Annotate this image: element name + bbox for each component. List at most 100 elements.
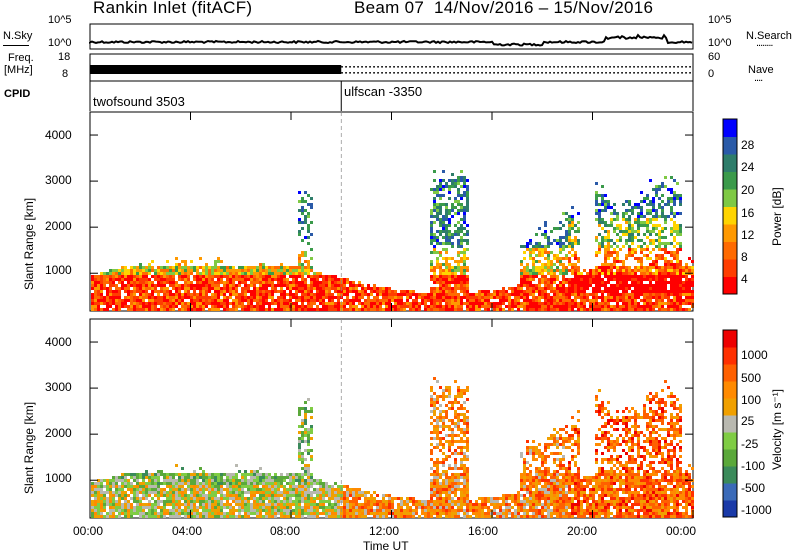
velocity-echo-cell [289,485,292,488]
power-echo-cell [373,296,376,299]
velocity-echo-cell [295,476,298,479]
power-echo-cell [568,308,571,311]
velocity-echo-cell [232,500,235,503]
velocity-echo-cell [184,488,187,491]
velocity-echo-cell [310,473,313,476]
power-echo-cell [157,308,160,311]
power-echo-cell [352,305,355,308]
velocity-echo-cell [232,491,235,494]
power-echo-cell [433,293,436,296]
power-echo-cell [628,308,631,311]
velocity-echo-cell [310,515,313,518]
power-echo-cell [487,296,490,299]
velocity-echo-cell [133,506,136,509]
power-echo-cell [277,296,280,299]
velocity-echo-cell [304,458,307,461]
velocity-echo-cell [253,476,256,479]
power-echo-cell [568,305,571,308]
power-echo-cell [505,305,508,308]
power-echo-cell [631,254,634,257]
power-echo-cell [304,284,307,287]
velocity-echo-cell [226,491,229,494]
power-echo-cell [553,257,556,260]
power-echo-cell [586,287,589,290]
power-echo-cell [211,266,214,269]
power-echo-cell [97,284,100,287]
power-echo-cell [316,281,319,284]
power-echo-cell [595,212,598,215]
velocity-echo-cell [127,500,130,503]
nave-dot [501,72,503,74]
velocity-echo-cell [214,476,217,479]
power-echo-cell [679,305,682,308]
power-echo-cell [301,308,304,311]
power-echo-cell [592,272,595,275]
velocity-echo-cell [235,476,238,479]
power-echo-cell [622,305,625,308]
power-echo-cell [658,272,661,275]
velocity-echo-cell [145,515,148,518]
power-echo-cell [634,305,637,308]
velocity-echo-cell [253,500,256,503]
power-echo-cell [172,266,175,269]
velocity-echo-cell [430,509,433,512]
velocity-echo-cell [331,512,334,515]
velocity-echo-cell [268,503,271,506]
power-echo-cell [658,224,661,227]
power-echo-cell [127,305,130,308]
nave-dot [393,66,395,68]
power-echo-cell [661,254,664,257]
velocity-echo-cell [340,497,343,500]
power-echo-cell [298,257,301,260]
power-echo-cell [304,308,307,311]
power-echo-cell [649,242,652,245]
velocity-echo-cell [355,500,358,503]
power-echo-cell [574,266,577,269]
noise-left-tick-bottom: 10^0 [48,37,72,49]
power-echo-cell [628,236,631,239]
power-echo-cell [457,245,460,248]
power-echo-cell [220,290,223,293]
power-echo-cell [601,236,604,239]
nave-dot [609,66,611,68]
power-echo-cell [583,302,586,305]
power-echo-cell [496,302,499,305]
power-echo-cell [148,305,151,308]
velocity-echo-cell [148,512,151,515]
velocity-echo-cell [310,491,313,494]
velocity-echo-cell [151,473,154,476]
power-echo-cell [631,236,634,239]
power-echo-cell [463,194,466,197]
power-echo-cell [550,275,553,278]
velocity-echo-cell [136,485,139,488]
power-echo-cell [148,278,151,281]
power-echo-cell [631,272,634,275]
velocity-echo-cell [268,482,271,485]
velocity-echo-cell [199,503,202,506]
velocity-echo-cell [232,485,235,488]
power-echo-cell [118,296,121,299]
power-echo-cell [316,305,319,308]
power-echo-cell [634,266,637,269]
velocity-echo-cell [118,506,121,509]
power-echo-cell [535,302,538,305]
power-echo-cell [448,305,451,308]
power-echo-cell [448,221,451,224]
power-echo-cell [613,266,616,269]
velocity-echo-cell [226,485,229,488]
velocity-echo-cell [184,494,187,497]
velocity-echo-cell [250,479,253,482]
power-echo-cell [430,278,433,281]
velocity-echo-cell [238,479,241,482]
power-echo-cell [511,290,514,293]
velocity-echo-cell [226,500,229,503]
power-echo-cell [547,302,550,305]
power-echo-cell [625,281,628,284]
power-echo-cell [406,305,409,308]
power-echo-cell [664,266,667,269]
power-echo-cell [217,293,220,296]
power-echo-cell [610,305,613,308]
velocity-echo-cell [241,491,244,494]
velocity-echo-cell [439,497,442,500]
velocity-echo-cell [439,413,442,416]
